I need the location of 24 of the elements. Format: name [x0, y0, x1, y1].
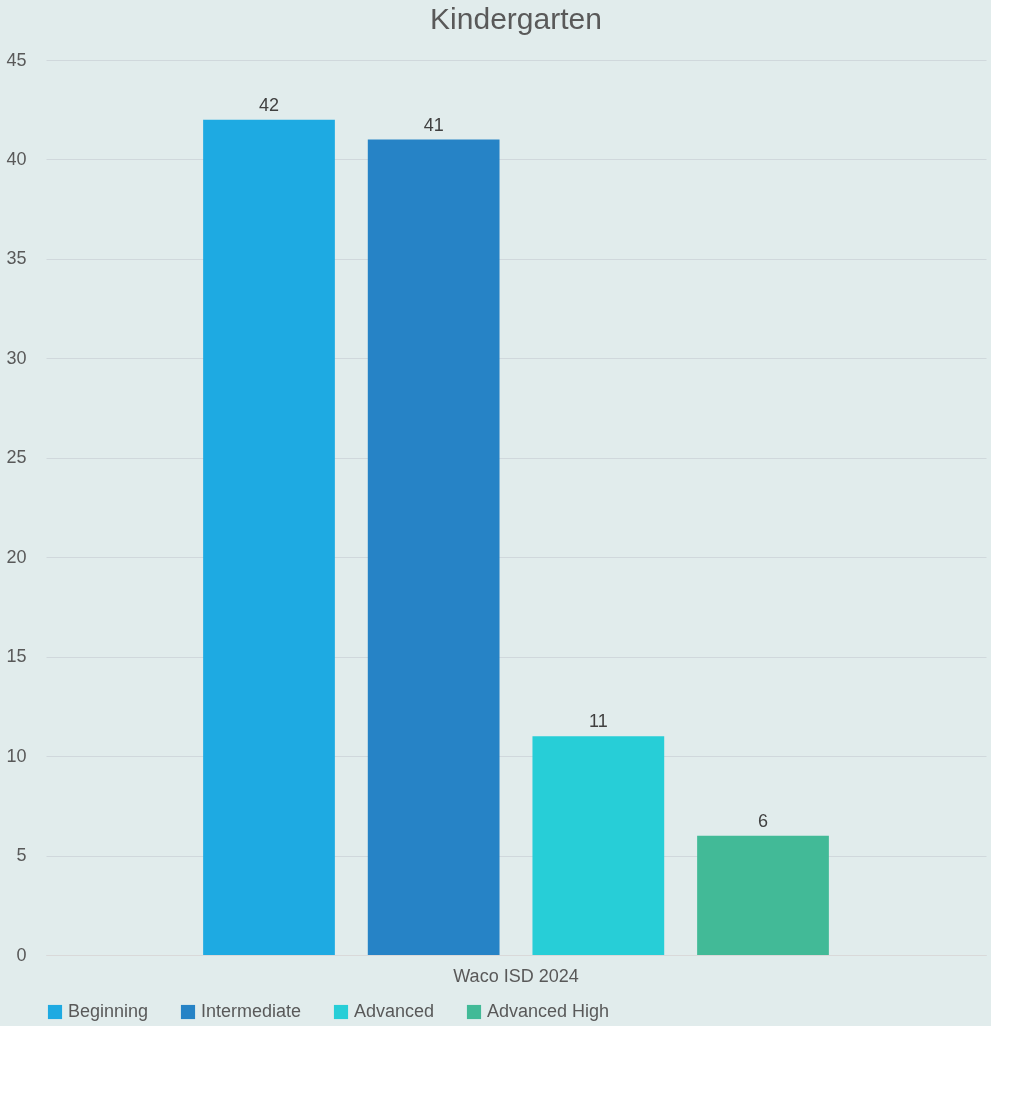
legend-label: Advanced High: [487, 1001, 610, 1021]
data-label: 42: [258, 94, 280, 115]
legend-label: Intermediate: [201, 1001, 302, 1021]
data-label: 41: [423, 114, 444, 135]
y-tick-label: 0: [16, 944, 27, 965]
y-tick-label: 10: [6, 745, 27, 766]
legend-label: Beginning: [68, 1001, 149, 1021]
bar: [203, 119, 335, 955]
data-label: 11: [588, 711, 608, 732]
bar: [697, 835, 829, 955]
chart-title: Kindergarten: [430, 2, 602, 35]
y-tick-label: 30: [6, 347, 27, 368]
y-tick-label: 45: [6, 49, 27, 70]
y-tick-label: 15: [6, 646, 27, 667]
y-tick-label: 20: [6, 546, 27, 567]
y-tick-label: 5: [16, 845, 27, 866]
bar: [532, 736, 665, 955]
bar: [367, 139, 500, 955]
legend-label: Advanced: [354, 1001, 435, 1021]
y-tick-label: 35: [6, 248, 27, 269]
data-label: 6: [757, 810, 769, 831]
y-tick-label: 40: [6, 148, 27, 169]
x-tick-label: Waco ISD 2024: [453, 965, 579, 986]
y-tick-label: 25: [6, 447, 27, 468]
